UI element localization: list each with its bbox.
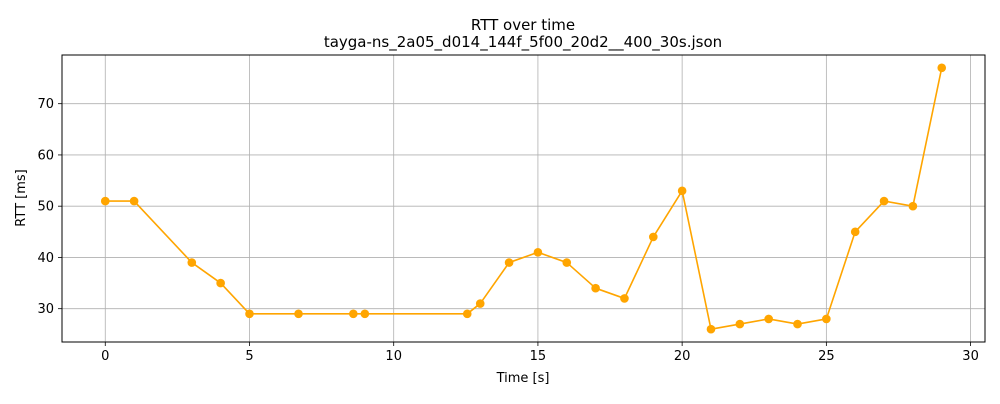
chart-title: RTT over time <box>471 16 575 34</box>
data-point <box>764 314 773 324</box>
data-point <box>850 227 860 237</box>
data-point <box>735 319 745 329</box>
data-point <box>591 283 600 293</box>
data-point <box>129 196 139 206</box>
x-axis-label: Time [s] <box>496 371 550 386</box>
series-layer <box>100 63 947 334</box>
y-tick-label: 60 <box>37 148 54 163</box>
data-point <box>100 196 110 206</box>
x-tick-label: 30 <box>962 349 979 364</box>
grid-lines <box>62 55 985 342</box>
plot-frame <box>61 54 986 343</box>
data-point <box>937 63 947 73</box>
y-tick-label: 50 <box>37 200 54 215</box>
x-tick-label: 15 <box>530 349 547 364</box>
data-point <box>908 201 918 211</box>
x-tick-label: 10 <box>385 349 402 364</box>
data-point <box>562 258 572 267</box>
x-tick-label: 25 <box>818 349 835 364</box>
y-tick-label: 30 <box>37 302 54 317</box>
chart-subtitle: tayga-ns_2a05_d014_144f_5f00_20d2__400_3… <box>324 33 722 52</box>
data-point <box>294 309 303 319</box>
data-point <box>245 309 254 319</box>
data-point <box>187 258 197 267</box>
y-tick-label: 70 <box>37 97 54 112</box>
data-point <box>822 314 831 324</box>
data-point <box>216 278 225 288</box>
axis-ticks: 0 5 10 15 20 25 30 30 40 50 60 70 <box>37 97 978 364</box>
data-point <box>533 248 543 257</box>
data-point <box>349 309 358 319</box>
data-point <box>475 299 485 308</box>
x-tick-label: 20 <box>674 349 691 364</box>
data-point <box>706 324 716 334</box>
x-tick-label: 5 <box>245 349 253 364</box>
data-point <box>793 319 802 329</box>
data-point <box>879 196 889 206</box>
data-point <box>620 294 629 303</box>
data-point <box>677 186 687 196</box>
data-point <box>504 258 514 267</box>
x-tick-label: 0 <box>101 349 109 364</box>
data-point <box>648 232 658 242</box>
rtt-series-line <box>105 67 943 330</box>
y-axis-label: RTT [ms] <box>14 169 29 226</box>
data-point <box>360 309 370 319</box>
y-tick-label: 40 <box>37 251 54 266</box>
data-point <box>462 309 472 319</box>
